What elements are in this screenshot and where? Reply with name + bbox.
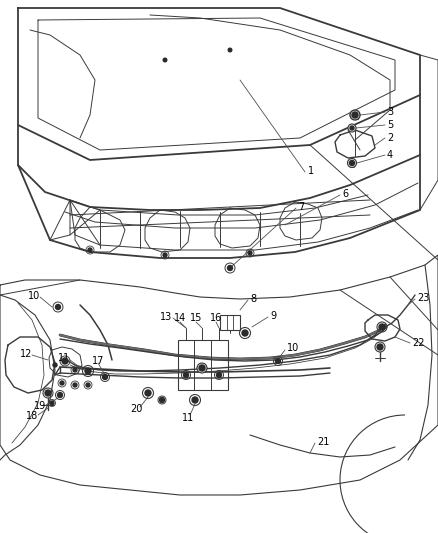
Text: 1: 1 xyxy=(308,166,314,176)
Circle shape xyxy=(348,124,356,132)
Circle shape xyxy=(102,375,107,379)
Circle shape xyxy=(350,160,354,166)
Text: 10: 10 xyxy=(287,343,299,353)
Text: 15: 15 xyxy=(190,313,202,323)
Bar xyxy=(220,315,240,330)
Text: 20: 20 xyxy=(130,404,142,414)
Circle shape xyxy=(73,383,77,387)
Circle shape xyxy=(248,251,252,255)
Circle shape xyxy=(145,390,151,396)
Text: 9: 9 xyxy=(270,311,276,321)
Text: 3: 3 xyxy=(387,107,393,117)
Circle shape xyxy=(60,381,64,385)
Circle shape xyxy=(242,330,248,336)
Circle shape xyxy=(347,158,357,167)
Circle shape xyxy=(228,48,232,52)
Circle shape xyxy=(350,126,354,130)
Circle shape xyxy=(86,383,90,387)
Circle shape xyxy=(159,398,165,402)
Text: 10: 10 xyxy=(28,291,40,301)
Text: 12: 12 xyxy=(20,349,32,359)
Circle shape xyxy=(56,304,60,310)
Circle shape xyxy=(352,112,358,118)
Text: 18: 18 xyxy=(26,411,38,421)
Circle shape xyxy=(379,324,385,330)
Circle shape xyxy=(276,359,280,364)
Text: 21: 21 xyxy=(317,437,329,447)
Text: 13: 13 xyxy=(160,312,172,322)
Circle shape xyxy=(163,58,167,62)
Circle shape xyxy=(73,368,77,372)
Text: 4: 4 xyxy=(387,150,393,160)
Circle shape xyxy=(350,110,360,120)
Circle shape xyxy=(199,365,205,371)
Circle shape xyxy=(57,392,63,398)
Circle shape xyxy=(216,373,222,377)
Circle shape xyxy=(45,390,51,396)
Circle shape xyxy=(50,401,54,405)
Text: 11: 11 xyxy=(182,413,194,423)
Circle shape xyxy=(85,368,91,374)
Text: 8: 8 xyxy=(250,294,256,304)
Circle shape xyxy=(62,358,68,364)
Circle shape xyxy=(197,363,207,373)
Text: 22: 22 xyxy=(412,338,424,348)
Circle shape xyxy=(227,265,233,271)
Text: 6: 6 xyxy=(342,189,348,199)
Text: 7: 7 xyxy=(298,202,304,212)
Text: 16: 16 xyxy=(210,313,222,323)
Text: 19: 19 xyxy=(34,401,46,411)
Circle shape xyxy=(53,363,57,367)
Circle shape xyxy=(377,344,383,350)
Text: 23: 23 xyxy=(417,293,429,303)
Text: 5: 5 xyxy=(387,120,393,130)
Text: 2: 2 xyxy=(387,133,393,143)
Text: 17: 17 xyxy=(92,356,104,366)
Circle shape xyxy=(184,373,188,377)
Bar xyxy=(178,340,228,390)
Text: 11: 11 xyxy=(58,353,70,363)
Circle shape xyxy=(88,248,92,252)
Circle shape xyxy=(192,397,198,403)
Circle shape xyxy=(163,253,167,257)
Text: 14: 14 xyxy=(174,313,186,323)
